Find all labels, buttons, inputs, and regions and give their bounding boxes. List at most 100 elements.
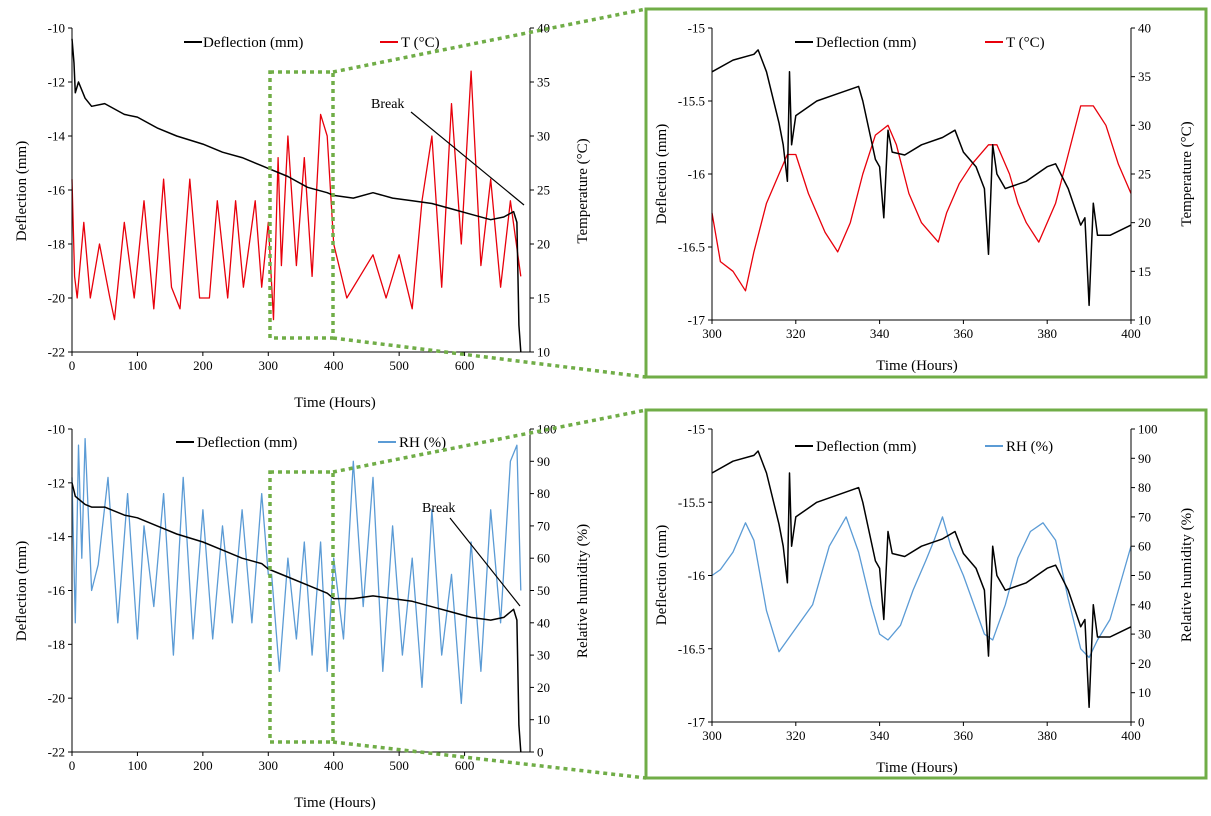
y2-tick-label: 25 xyxy=(1138,167,1151,182)
x-tick-label: 300 xyxy=(702,326,722,341)
top-left-break-annotation: Break xyxy=(371,97,404,112)
y-tick-label: -16 xyxy=(688,167,706,182)
x-tick-label: 300 xyxy=(259,758,279,773)
x-tick-label: 100 xyxy=(128,358,148,373)
top-right-y2-axis-label: Temperature (°C) xyxy=(1179,121,1195,226)
y2-tick-label: 30 xyxy=(537,129,550,144)
y2-tick-label: 20 xyxy=(1138,215,1151,230)
series-line-temperature xyxy=(71,70,522,321)
bottom-right-legend-deflection: Deflection (mm) xyxy=(816,439,916,455)
y-tick-label: -18 xyxy=(48,237,65,252)
top-right-legend-temperature: T (°C) xyxy=(1006,35,1045,51)
top-left-y2-axis-label: Temperature (°C) xyxy=(575,138,591,243)
y2-tick-label: 70 xyxy=(537,518,550,533)
top-left-legend-temperature: T (°C) xyxy=(401,35,440,51)
bottom-left-x-axis-label: Time (Hours) xyxy=(294,795,376,811)
x-tick-label: 200 xyxy=(193,358,213,373)
top-left-legend-deflection: Deflection (mm) xyxy=(203,35,303,51)
x-tick-label: 320 xyxy=(786,326,806,341)
bottom-left-legend-humidity: RH (%) xyxy=(399,435,446,451)
top-right-y-axis-label: Deflection (mm) xyxy=(654,124,670,224)
y-tick-label: -15.5 xyxy=(678,94,705,109)
x-tick-label: 400 xyxy=(324,358,344,373)
y2-tick-label: 50 xyxy=(537,583,550,598)
y2-tick-label: 20 xyxy=(537,680,550,695)
bottom-left-y2-axis-label: Relative humidity (%) xyxy=(575,524,591,658)
y2-tick-label: 10 xyxy=(537,345,550,360)
x-tick-label: 360 xyxy=(954,728,974,743)
y2-tick-label: 25 xyxy=(537,183,550,198)
y-tick-label: -15 xyxy=(688,422,705,437)
y-tick-label: -14 xyxy=(48,529,66,544)
y-tick-label: -10 xyxy=(48,21,65,36)
y2-tick-label: 0 xyxy=(1138,715,1145,730)
x-tick-label: 340 xyxy=(870,326,890,341)
bottom-left-chart: 0 100 200 300 400 500 600-22-20-18-16-14-12-10… xyxy=(14,422,591,812)
x-tick-label: 100 xyxy=(128,758,148,773)
y-tick-label: -16.5 xyxy=(678,641,705,656)
y2-tick-label: 10 xyxy=(537,712,550,727)
y2-tick-label: 20 xyxy=(537,237,550,252)
x-tick-label: 400 xyxy=(1121,728,1141,743)
y2-tick-label: 60 xyxy=(537,551,550,566)
y-tick-label: -17 xyxy=(688,313,706,328)
y2-tick-label: 40 xyxy=(1138,597,1151,612)
zoom-connector-line xyxy=(332,336,647,379)
y-tick-label: -12 xyxy=(48,75,65,90)
y-tick-label: -14 xyxy=(48,129,66,144)
top-right-legend-deflection: Deflection (mm) xyxy=(816,35,916,51)
top-right-chart: 300 320 340 360 380 400 -17 -16.5 -16 -15.5 -15 10 1… xyxy=(644,7,1208,379)
top-left-y-axis-label: Deflection (mm) xyxy=(14,141,30,241)
y2-tick-label: 15 xyxy=(537,291,550,306)
x-tick-label: 380 xyxy=(1037,326,1057,341)
y2-tick-label: 90 xyxy=(537,454,550,469)
bottom-left-legend-deflection: Deflection (mm) xyxy=(197,435,297,451)
x-tick-label: 500 xyxy=(389,358,409,373)
y-tick-label: -22 xyxy=(48,345,65,360)
series-line-deflection xyxy=(71,38,522,353)
series-line-deflection xyxy=(711,450,1132,709)
y-tick-label: -20 xyxy=(48,291,65,306)
y2-tick-label: 40 xyxy=(537,615,550,630)
y2-tick-label: 80 xyxy=(537,486,550,501)
y-tick-label: -16 xyxy=(688,568,706,583)
bottom-left-y-axis-label: Deflection (mm) xyxy=(14,541,30,641)
y-tick-label: -16 xyxy=(48,583,66,598)
top-left-legend: Deflection (mm) T (°C) xyxy=(184,35,440,51)
y2-tick-label: 60 xyxy=(1138,539,1151,554)
series-line-humidity xyxy=(71,438,522,705)
zoom-window-box xyxy=(268,470,335,744)
y-tick-label: -22 xyxy=(48,745,65,760)
zoom-window-box xyxy=(268,70,335,340)
top-right-x-axis-label: Time (Hours) xyxy=(876,358,958,374)
y2-tick-label: 20 xyxy=(1138,656,1151,671)
x-tick-label: 360 xyxy=(954,326,974,341)
x-tick-label: 400 xyxy=(1121,326,1141,341)
y2-tick-label: 10 xyxy=(1138,685,1151,700)
top-right-legend: Deflection (mm) T (°C) xyxy=(795,35,1045,51)
y2-tick-label: 10 xyxy=(1138,313,1151,328)
zoom-connector-line xyxy=(332,408,647,474)
zoom-connector-line xyxy=(332,740,647,780)
bottom-right-legend: Deflection (mm) RH (%) xyxy=(795,439,1053,455)
y-tick-label: -10 xyxy=(48,422,65,437)
bottom-left-legend: Deflection (mm) RH (%) xyxy=(176,435,446,451)
top-left-break-pointer xyxy=(410,111,525,206)
y2-tick-label: 35 xyxy=(1138,69,1151,84)
y2-tick-label: 70 xyxy=(1138,509,1151,524)
bottom-right-chart: 300 320 340 360 380 400 -17 -16.5 -16 -15.5 -15 0 10… xyxy=(644,408,1208,780)
bottom-right-legend-humidity: RH (%) xyxy=(1006,439,1053,455)
series-line-deflection xyxy=(711,49,1132,307)
y2-tick-label: 15 xyxy=(1138,264,1151,279)
x-tick-label: 320 xyxy=(786,728,806,743)
series-line-deflection xyxy=(71,482,522,753)
x-tick-label: 0 xyxy=(69,758,76,773)
x-tick-label: 0 xyxy=(69,358,76,373)
x-tick-label: 380 xyxy=(1037,728,1057,743)
y-tick-label: -15.5 xyxy=(678,495,705,510)
y2-tick-label: 90 xyxy=(1138,451,1151,466)
x-tick-label: 300 xyxy=(259,358,279,373)
x-tick-label: 300 xyxy=(702,728,722,743)
y-tick-label: -18 xyxy=(48,637,65,652)
y2-tick-label: 100 xyxy=(1138,422,1158,437)
